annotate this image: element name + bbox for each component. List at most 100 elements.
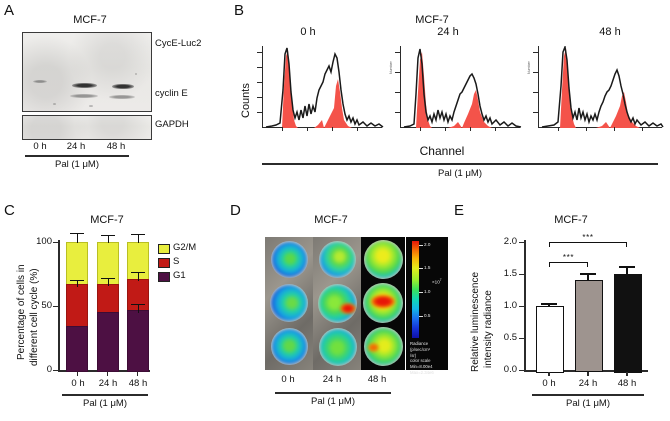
- errorbar-e-0h-v: [548, 303, 550, 307]
- colorscale-caption: Radiance (p/sec/cm² /sr) color scale Min…: [410, 341, 434, 376]
- histogram-24h-outline: [403, 48, 522, 128]
- errorbar-e-24h-h: [580, 273, 596, 275]
- histogram-0h-xtick: [307, 127, 308, 131]
- colorscale-exponent-power: 7: [439, 278, 442, 282]
- bar-48h: [614, 274, 642, 373]
- histogram-48h-xtick: [586, 127, 587, 131]
- legend-label-g2m: G2/M: [173, 242, 197, 253]
- histogram-0h-ytick: [257, 97, 262, 98]
- band-cyclin-e-lane3: [112, 84, 134, 89]
- histogram-24h-ytick: [395, 92, 400, 93]
- histogram-48h-ytick: [533, 72, 538, 73]
- legend-label-g1: G1: [173, 270, 186, 281]
- panel-d-xticklabel-0h: 0 h: [281, 374, 295, 385]
- histogram-24h-yaxis: [400, 46, 402, 128]
- significance-bracket-0h-48h: ***: [549, 233, 628, 248]
- errorbar-24h-total-v: [107, 235, 109, 243]
- panel-c: C MCF-7 Percentage of cells in different…: [0, 200, 228, 421]
- errorbar-e-0h-h: [541, 303, 557, 305]
- colorscale-tick-2.0: [419, 245, 423, 246]
- histogram-24h-label: 24 h: [437, 26, 459, 38]
- segment-s-0h: [66, 283, 88, 328]
- significance-bracket-0h-24h: ***: [549, 253, 589, 268]
- errorbar-48h-total-h: [131, 234, 145, 236]
- colorscale-exponent: ×107: [432, 278, 442, 285]
- panel-e-ylabel-line1: Relative luminescence: [470, 271, 481, 372]
- bioluminescence-image: [265, 237, 405, 370]
- histogram-24h-inner-ylabel: Number: [389, 61, 393, 74]
- colorscale-label-2.0: 2.0: [424, 242, 431, 247]
- well-0h-row3: [271, 328, 308, 365]
- panel-b-letter: B: [234, 2, 245, 19]
- histogram-24h-ytick: [395, 72, 400, 73]
- panel-e-xticklabel-0h: 0 h: [542, 378, 556, 389]
- errorbar-0h-total-h: [70, 233, 84, 235]
- histogram-48h-yaxis: [538, 46, 540, 128]
- panel-b-ylabel: Counts: [240, 83, 252, 118]
- panel-c-xtick-24h: [107, 372, 109, 376]
- stacked-bar-48h: [127, 242, 149, 372]
- panel-e: E MCF-7 Relative luminescence intensity …: [448, 200, 670, 421]
- panel-c-ylabel-line2: different cell cycle (%): [29, 268, 40, 366]
- histogram-0h-xtick: [332, 127, 333, 131]
- well-48h-row2: [363, 283, 403, 323]
- panel-e-xtick-48h: [626, 372, 628, 376]
- band-cyclin-e-lane2: [72, 83, 97, 88]
- panel-c-yticklabel-0: 0: [46, 364, 52, 375]
- histogram-0h-yaxis: [262, 46, 264, 128]
- errorbar-48h-total-v: [137, 234, 139, 243]
- histogram-48h-xtick: [558, 127, 559, 131]
- histogram-24h: 24 h Number: [389, 26, 522, 140]
- histogram-48h: 48 h Number: [527, 26, 666, 140]
- panel-c-ylabel-line1: Percentage of cells in: [16, 264, 27, 360]
- colorscale-label-1.5: 1.5: [424, 265, 431, 270]
- panel-c-xticklabel-24h: 24 h: [98, 378, 118, 389]
- colorscale-tick-0.5: [419, 316, 423, 317]
- well-24h-row1: [319, 241, 356, 278]
- panel-b-xlabel: Channel: [419, 144, 465, 158]
- histogram-48h-ytick: [533, 92, 538, 93]
- panel-e-yticklabel-2.0: 2.0: [503, 236, 517, 247]
- band-cyclin-e-lane3-lower: [109, 95, 135, 99]
- panel-e-yticklabel-0.0: 0.0: [503, 364, 517, 375]
- band-cyce-luc2-lane3: [109, 38, 143, 49]
- panel-c-xtick-48h: [137, 372, 139, 376]
- histogram-24h-trace: [403, 48, 522, 128]
- well-glow-24h-row1: [320, 242, 355, 277]
- legend-swatch-g2m: [158, 244, 170, 254]
- sig-bracket-right: [586, 262, 588, 267]
- well-glow-48h-row1: [365, 241, 402, 278]
- panel-d-treatment: Pal (1 μM): [310, 396, 355, 407]
- panel-e-letter: E: [454, 202, 465, 219]
- well-48h-row1: [364, 240, 403, 279]
- panel-e-ytick-0.0: [519, 370, 524, 372]
- blot-speck: [135, 73, 137, 75]
- panel-c-ytick-0: [53, 370, 58, 372]
- caption-line-colorscale: color scale: [410, 358, 431, 364]
- errorbar-e-48h-h: [619, 266, 635, 268]
- caption-line-units1: (p/sec/cm²: [410, 346, 431, 352]
- panel-e-xtick-0h: [548, 372, 550, 376]
- panel-e-xticklabel-48h: 48 h: [617, 378, 637, 389]
- panel-c-title: MCF-7: [90, 214, 124, 226]
- panel-a-treatment-rule: [25, 155, 129, 157]
- well-48h-row3: [364, 327, 403, 366]
- stacked-bar-0h: [66, 242, 88, 372]
- segment-s-24h: [97, 283, 119, 315]
- band-cyce-luc2-lane2: [68, 37, 104, 50]
- panel-e-ytick-2.0: [519, 242, 524, 244]
- panel-c-treatment: Pal (1 μM): [82, 398, 127, 409]
- histogram-48h-trace: [541, 46, 664, 128]
- histogram-0h-outline: [265, 47, 384, 128]
- band-gapdh-lane3: [109, 121, 143, 132]
- colorscale-block: 2.0 1.5 1.0 0.5 ×107 Radiance (p/sec/cm²…: [406, 237, 448, 375]
- panel-c-yaxis: [58, 240, 60, 372]
- histogram-24h-xtick: [420, 127, 421, 131]
- panel-e-yticklabel-0.5: 0.5: [503, 332, 517, 343]
- panel-e-ytick-1.0: [519, 306, 524, 308]
- histogram-48h-outline: [541, 46, 664, 128]
- sig-bracket-top: [549, 262, 588, 264]
- panel-e-title: MCF-7: [554, 214, 588, 226]
- band-gapdh-lane1: [30, 121, 62, 132]
- well-hotspot-24h-row2: [340, 303, 356, 314]
